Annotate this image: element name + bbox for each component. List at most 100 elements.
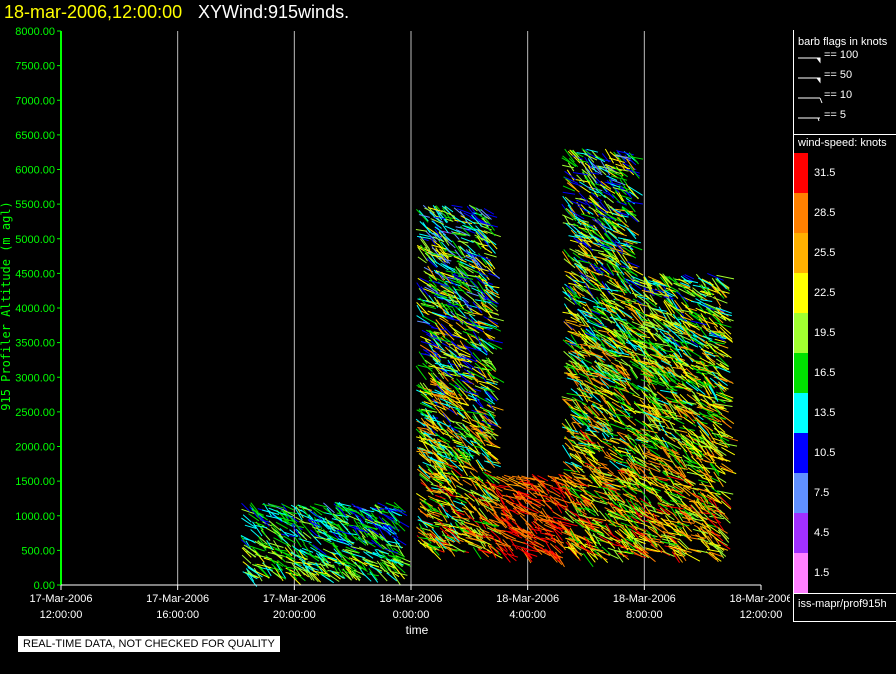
- wind-barb: [667, 491, 685, 499]
- wind-barb: [259, 519, 271, 523]
- wind-barb: [418, 408, 427, 418]
- wind-barb: [470, 280, 482, 293]
- wind-barb: [435, 432, 447, 443]
- wind-barb: [459, 240, 469, 247]
- wind-barb: [563, 258, 576, 269]
- wind-barb: [433, 511, 449, 518]
- wind-barb: [469, 477, 478, 491]
- wind-barb: [686, 321, 700, 331]
- wind-barb: [438, 328, 446, 338]
- wind-barb: [595, 189, 607, 199]
- wind-barb: [582, 306, 593, 317]
- wind-barb: [708, 386, 719, 402]
- wind-barb: [488, 411, 498, 425]
- wind-barb: [565, 508, 576, 517]
- wind-barb: [590, 406, 600, 416]
- wind-barb: [427, 310, 445, 319]
- wind-barb: [424, 417, 442, 423]
- wind-barb: [585, 224, 595, 239]
- wind-barb: [565, 222, 577, 234]
- wind-barb: [712, 421, 726, 433]
- wind-barb: [550, 491, 561, 498]
- wind-barb: [436, 484, 446, 494]
- wind-barb: [609, 536, 621, 544]
- wind-barb: [630, 280, 642, 290]
- wind-barb: [434, 228, 442, 239]
- colorbar-row: 28.5: [794, 193, 896, 233]
- wind-barb: [439, 527, 452, 538]
- wind-barb: [575, 501, 588, 507]
- wind-barb: [438, 240, 447, 252]
- wind-barb: [365, 518, 378, 525]
- barb-flag-label: == 10: [824, 89, 853, 101]
- wind-barb: [593, 361, 610, 370]
- wind-barb: [576, 536, 585, 547]
- wind-barb: [662, 470, 680, 479]
- wind-barb: [510, 528, 522, 535]
- y-tick-label: 4500.00: [15, 268, 55, 280]
- wind-barb: [310, 546, 324, 556]
- wind-barb: [535, 535, 549, 544]
- wind-barb: [647, 362, 657, 369]
- wind-barb: [478, 294, 485, 305]
- wind-barb: [639, 497, 652, 507]
- wind-barb: [579, 271, 591, 281]
- wind-barb: [477, 270, 489, 278]
- wind-barb: [667, 441, 682, 450]
- wind-barb: [565, 287, 578, 298]
- wind-barb: [310, 522, 321, 536]
- wind-barb: [679, 393, 689, 404]
- wind-barb: [717, 476, 727, 484]
- wind-barb: [620, 486, 635, 500]
- wind-barb: [462, 479, 472, 486]
- wind-barb: [480, 289, 491, 301]
- wind-barb: [501, 480, 517, 492]
- wind-barb: [480, 255, 493, 267]
- wind-barb: [429, 236, 436, 246]
- wind-barb: [604, 507, 616, 514]
- wind-barb: [624, 154, 637, 166]
- wind-barb: [523, 541, 538, 551]
- wind-barb: [486, 381, 498, 385]
- wind-barb: [665, 446, 674, 455]
- wind-barb: [583, 285, 601, 292]
- wind-barb: [484, 397, 495, 411]
- wind-barb: [691, 411, 704, 421]
- wind-barb: [568, 282, 582, 287]
- wind-barb: [492, 485, 503, 492]
- wind-barb: [648, 482, 665, 489]
- colorbar-swatch: [794, 433, 808, 473]
- wind-barb: [459, 261, 475, 270]
- wind-barb: [645, 298, 657, 308]
- wind-barb: [645, 535, 655, 547]
- wind-barb: [421, 453, 432, 462]
- wind-barb: [388, 525, 399, 539]
- wind-barb: [589, 547, 604, 552]
- wind-barb: [622, 394, 630, 405]
- wind-barb: [606, 280, 620, 289]
- wind-barb: [474, 362, 484, 371]
- wind-barb: [672, 549, 683, 563]
- wind-barb: [580, 364, 589, 375]
- wind-barb: [416, 245, 433, 254]
- wind-barb: [474, 276, 486, 286]
- wind-barb: [565, 178, 577, 190]
- wind-barb: [586, 530, 595, 540]
- wind-barb: [431, 244, 447, 250]
- wind-barb: [636, 437, 648, 444]
- wind-barb: [629, 387, 640, 397]
- wind-barb: [665, 275, 676, 283]
- wind-barb: [716, 362, 728, 371]
- wind-barb: [393, 547, 403, 555]
- wind-barb: [721, 463, 734, 472]
- wind-barb: [476, 207, 488, 219]
- wind-barb: [617, 275, 625, 284]
- wind-barb: [448, 403, 458, 416]
- wind-barb: [415, 436, 427, 441]
- wind-barb: [661, 365, 671, 373]
- wind-barb: [567, 293, 577, 305]
- wind-barb: [704, 303, 718, 311]
- wind-barb: [651, 437, 667, 443]
- wind-barb: [424, 359, 434, 367]
- wind-barb: [698, 425, 711, 440]
